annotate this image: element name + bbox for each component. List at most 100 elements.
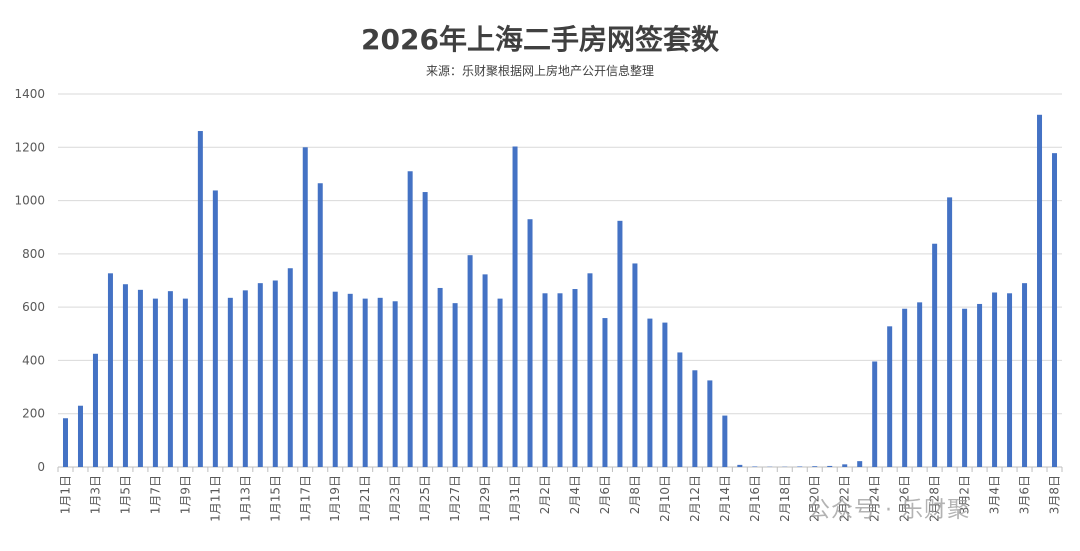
- bar: [242, 290, 248, 467]
- x-tick-label: 2月8日: [628, 475, 642, 514]
- bar: [647, 318, 653, 467]
- x-tick-label: 1月9日: [178, 475, 192, 514]
- y-tick-label: 1000: [14, 194, 45, 208]
- x-tick-label: 2月24日: [868, 475, 882, 522]
- x-tick-label: 3月8日: [1048, 475, 1062, 514]
- x-tick-label: 2月16日: [748, 475, 762, 522]
- bar: [587, 273, 593, 467]
- x-tick-label: 1月19日: [328, 475, 342, 522]
- bar: [257, 283, 263, 467]
- bar: [107, 273, 113, 467]
- x-tick-label: 1月23日: [388, 475, 402, 522]
- bar: [77, 405, 83, 467]
- bar: [407, 171, 413, 467]
- bar: [62, 418, 68, 467]
- x-tick-label: 2月6日: [598, 475, 612, 514]
- bar: [347, 293, 353, 467]
- bar: [902, 308, 908, 467]
- x-tick-label: 2月2日: [538, 475, 552, 514]
- bar: [812, 466, 818, 467]
- bar: [272, 280, 278, 467]
- x-tick-label: 2月22日: [838, 475, 852, 522]
- bar: [137, 289, 143, 467]
- bar: [1022, 283, 1028, 467]
- bar: [287, 268, 293, 467]
- bar: [422, 192, 428, 468]
- y-tick-label: 400: [22, 353, 45, 367]
- y-axis: 0 200 400 600 800 1000 1200 1400: [14, 87, 45, 474]
- bar: [467, 255, 473, 467]
- bar: [182, 298, 188, 467]
- x-tick-label: 1月11日: [208, 475, 222, 522]
- bar: [1037, 114, 1043, 467]
- bar: [602, 318, 608, 467]
- bar: [572, 289, 578, 467]
- chart-title: 2026年上海二手房网签套数: [361, 23, 719, 56]
- x-tick-label: 1月27日: [448, 475, 462, 522]
- y-tick-label: 0: [37, 460, 45, 474]
- x-tick-label: 1月1日: [58, 475, 72, 514]
- bar: [632, 263, 638, 467]
- bar: [827, 465, 833, 467]
- bar: [482, 274, 488, 467]
- bar: [122, 284, 128, 467]
- bar: [872, 361, 878, 467]
- x-tick-label: 2月12日: [688, 475, 702, 522]
- x-tick-label: 1月5日: [118, 475, 132, 514]
- x-tick-label: 1月13日: [238, 475, 252, 522]
- y-tick-label: 600: [22, 300, 45, 314]
- bar: [677, 352, 683, 467]
- y-tick-label: 800: [22, 247, 45, 261]
- x-axis: 1月1日 1月3日 1月5日 1月7日 1月9日 1月11日 1月13日 1月15日 1月17日…: [57, 467, 1063, 522]
- bar: [557, 293, 563, 467]
- bar: [152, 298, 158, 467]
- bar: [722, 415, 728, 467]
- bar: [362, 298, 368, 467]
- y-tick-label: 1400: [14, 87, 45, 101]
- bar: [887, 326, 893, 467]
- x-tick-label: 1月21日: [358, 475, 372, 522]
- bar: [437, 287, 443, 467]
- bar: [1052, 153, 1058, 467]
- x-tick-label: 2月14日: [718, 475, 732, 522]
- x-tick-label: 2月10日: [658, 475, 672, 522]
- bar: [857, 461, 863, 467]
- y-tick-label: 200: [22, 407, 45, 421]
- x-tick-label: 1月7日: [148, 475, 162, 514]
- x-tick-label: 1月31日: [508, 475, 522, 522]
- bar: [212, 190, 218, 467]
- bar: [977, 303, 983, 467]
- bar: [317, 183, 323, 467]
- bar: [332, 291, 338, 467]
- bar: [707, 380, 713, 467]
- bar: [992, 292, 998, 467]
- bar: [392, 301, 398, 467]
- x-tick-label: 3月4日: [988, 475, 1002, 514]
- x-tick-label: 2月4日: [568, 475, 582, 514]
- x-tick-label: 1月15日: [268, 475, 282, 522]
- bar: [167, 291, 173, 467]
- bar: [662, 322, 668, 467]
- bar: [302, 147, 308, 468]
- bar: [947, 197, 953, 467]
- bar: [497, 298, 503, 467]
- bar: [512, 146, 518, 468]
- bar: [692, 370, 698, 467]
- bar: [452, 303, 458, 467]
- x-tick-label: 2月20日: [808, 475, 822, 522]
- bar: [737, 464, 743, 467]
- watermark: 公众号 · 乐财聚: [808, 498, 970, 523]
- bar: [542, 293, 548, 467]
- x-tick-label: 1月29日: [478, 475, 492, 522]
- chart-subtitle: 来源：乐财聚根据网上房地产公开信息整理: [425, 64, 654, 78]
- bar: [1007, 293, 1013, 467]
- x-tick-label: 3月6日: [1018, 475, 1032, 514]
- bar: [932, 243, 938, 467]
- x-tick-label: 1月3日: [88, 475, 102, 514]
- bars: [62, 114, 1058, 468]
- bar: [227, 297, 233, 467]
- bar: [527, 219, 533, 467]
- x-tick-label: 2月28日: [928, 475, 942, 522]
- bar: [197, 131, 203, 467]
